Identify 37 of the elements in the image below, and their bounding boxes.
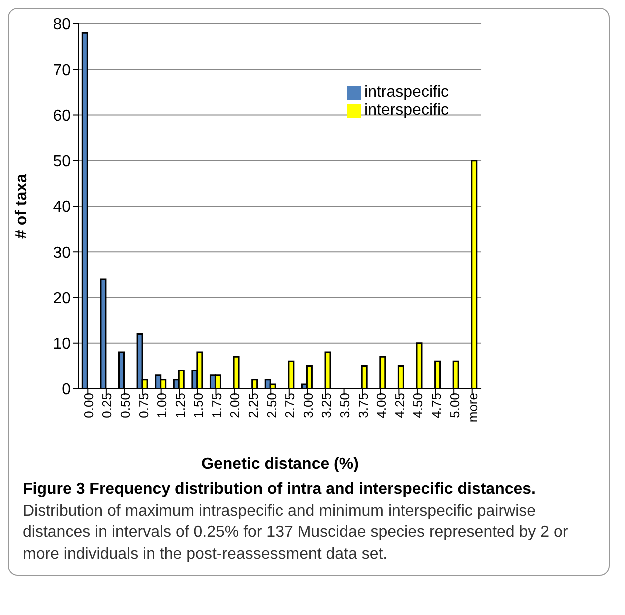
legend-label: interspecific [364,102,449,119]
x-tick-label: 1.25 [172,393,188,418]
x-tick-label: 0.50 [118,393,133,418]
y-tick-label: 80 [53,16,72,34]
x-tick-label: 2.25 [246,393,262,418]
x-tick-label: 0.25 [100,393,115,418]
x-tick-label: 2.75 [282,393,298,418]
x-tick-label: 0.75 [136,393,152,418]
text: Distribution of maximum intraspecific and minimum interspecific pairwise distances in intervals of 0.25% for 137 Muscidae species represented by 2 or more individuals in the post-reassessment data set. [23,502,568,563]
y-tick-label: 70 [53,62,72,80]
x-tick-label: 5.00 [447,393,462,418]
y-tick-label: 40 [53,199,72,216]
y-tick-label: 50 [53,154,72,171]
x-tick-label: more [466,393,481,423]
x-tick-label: 1.00 [154,393,170,418]
x-tick-label: 0.00 [81,393,96,418]
x-tick-label: 3.50 [338,393,353,418]
legend-label: intraspecific [364,84,449,101]
x-tick-label: 4.75 [429,393,444,418]
y-tick-label: 10 [53,336,72,354]
y-tick-label: 20 [53,290,72,308]
x-tick-label: 4.00 [374,393,390,418]
y-axis-title: # of taxa [14,174,31,239]
y-tick-label: 30 [53,244,72,262]
x-tick-label: 2.50 [264,393,280,418]
text: Figure 3 Frequency distribution of intra and interspecific distances. [23,481,536,498]
x-tick-label: 1.50 [191,393,206,418]
x-tick-label: 3.00 [300,393,316,418]
x-tick-label: 3.25 [319,393,334,418]
y-tick-label: 0 [62,382,72,399]
x-tick-label: 4.50 [410,393,426,418]
x-axis-title: Genetic distance (%) [202,456,359,473]
x-tick-label: 3.75 [356,393,371,418]
x-tick-label: 1.75 [209,393,224,418]
x-tick-label: 4.25 [392,393,408,418]
x-tick-label: 2.00 [228,393,243,418]
y-tick-label: 60 [53,108,72,125]
